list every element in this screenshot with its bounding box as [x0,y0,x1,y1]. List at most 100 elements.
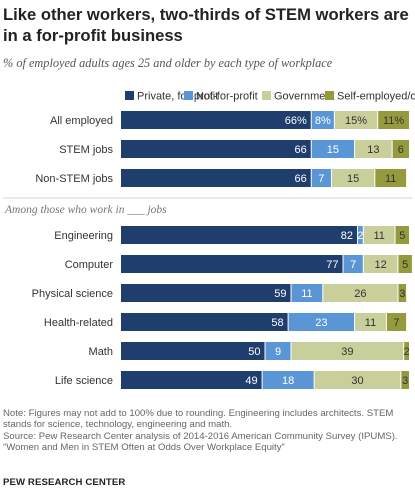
source-line-2: “Women and Men in STEM Often at Odds Ove… [3,442,285,454]
bar-engineering-self-employed-other [395,226,409,244]
value-label-engineering-not-for-profit: 2 [357,230,363,242]
legend-swatch-private-for-profit [125,91,134,100]
bar-life-science-private-for-profit [121,371,262,389]
bar-health-related-government [355,313,386,331]
source-line-1: Source: Pew Research Center analysis of … [3,430,398,442]
category-label-life-science: Life science [55,375,113,387]
bar-engineering-not-for-profit [357,226,363,244]
bar-physical-science-not-for-profit [291,284,323,302]
bar-computer-not-for-profit [343,255,363,273]
category-label-engineering: Engineering [54,230,113,242]
value-label-life-science-self-employed-other: 3 [402,375,408,387]
bar-life-science-government [314,371,401,389]
bar-all-employed-private-for-profit [121,111,311,129]
value-label-physical-science-not-for-profit: 11 [301,288,312,300]
bar-stem-jobs-not-for-profit [311,140,355,158]
category-label-physical-science: Physical science [32,288,113,300]
legend-label-private-for-profit: Private, for-profit [137,91,218,103]
value-label-non-stem-jobs-self-employed-other: 11 [385,173,396,185]
legend-label-not-for-profit: Not-for-profit [196,91,258,103]
value-label-computer-private-for-profit: 77 [326,259,338,271]
bar-life-science-self-employed-other [401,371,409,389]
bar-physical-science-self-employed-other [398,284,407,302]
value-label-non-stem-jobs-government: 15 [347,173,359,185]
value-label-engineering-self-employed-other: 5 [399,230,405,242]
bar-engineering-private-for-profit [121,226,357,244]
value-label-health-related-government: 11 [365,317,376,329]
value-label-math-self-employed-other: 2 [404,346,410,358]
note-line-2: stands for science, technology, engineer… [3,419,233,431]
legend-label-government: Government [274,91,335,103]
bar-math-private-for-profit [121,342,265,360]
value-label-computer-not-for-profit: 7 [350,259,356,271]
bar-computer-private-for-profit [121,255,343,273]
value-label-non-stem-jobs-private-for-profit: 66 [294,173,306,185]
bar-health-related-private-for-profit [121,313,288,331]
value-label-all-employed-private-for-profit: 66% [285,115,307,127]
bar-math-government [291,342,404,360]
note-line-1: Note: Figures may not add to 100% due to… [3,408,394,419]
legend-swatch-self-employed-other [325,91,334,100]
bar-all-employed-government [334,111,378,129]
value-label-physical-science-self-employed-other: 3 [399,288,405,300]
category-label-stem-jobs: STEM jobs [59,144,113,156]
legend-swatch-not-for-profit [184,91,193,100]
value-label-computer-self-employed-other: 5 [402,259,408,271]
value-label-stem-jobs-government: 13 [367,144,379,156]
bar-non-stem-jobs-government [331,169,375,187]
category-label-all-employed: All employed [50,115,113,127]
bar-engineering-government [363,226,395,244]
value-label-stem-jobs-private-for-profit: 66 [294,144,306,156]
bar-life-science-not-for-profit [262,371,314,389]
bar-non-stem-jobs-private-for-profit [121,169,311,187]
value-label-math-private-for-profit: 50 [248,346,260,358]
value-label-health-related-private-for-profit: 58 [271,317,283,329]
legend-label-self-employed-other: Self-employed/other [337,91,415,103]
value-label-all-employed-self-employed-other: 11% [383,115,404,127]
value-label-engineering-private-for-profit: 82 [341,230,353,242]
category-label-computer: Computer [65,259,114,271]
bar-all-employed-self-employed-other [378,111,409,129]
chart-bars: All employed 66% 8% 15% 11% STEM jobs 66 15 13 6 N… [32,111,412,389]
bar-all-employed-not-for-profit [311,111,334,129]
bar-stem-jobs-private-for-profit [121,140,311,158]
value-label-health-related-not-for-profit: 23 [315,317,327,329]
value-label-health-related-self-employed-other: 7 [393,317,399,329]
category-label-math: Math [89,346,113,358]
value-label-math-government: 39 [341,346,353,358]
value-label-stem-jobs-not-for-profit: 15 [327,144,339,156]
bar-stem-jobs-government [355,140,392,158]
value-label-all-employed-government: 15% [345,115,367,127]
value-label-stem-jobs-self-employed-other: 6 [398,144,404,156]
chart-subtitle: % of employed adults ages 25 and older b… [3,56,333,70]
value-label-all-employed-not-for-profit: 8% [315,115,331,127]
bar-health-related-self-employed-other [386,313,407,331]
bar-non-stem-jobs-self-employed-other [375,169,407,187]
category-label-non-stem-jobs: Non-STEM jobs [35,173,113,185]
chart-notes: Note: Figures may not add to 100% due to… [3,408,413,454]
bar-math-self-employed-other [404,342,409,360]
bar-stem-jobs-self-employed-other [392,140,409,158]
value-label-life-science-government: 30 [351,375,363,387]
value-label-math-not-for-profit: 9 [275,346,281,358]
value-label-life-science-private-for-profit: 49 [245,375,257,387]
bar-health-related-not-for-profit [288,313,355,331]
bar-physical-science-government [323,284,398,302]
bar-computer-self-employed-other [398,255,412,273]
source-organization: PEW RESEARCH CENTER [3,477,126,488]
value-label-engineering-government: 11 [373,230,384,242]
value-label-computer-government: 12 [374,259,386,271]
value-label-physical-science-government: 26 [354,288,366,300]
value-label-physical-science-private-for-profit: 59 [274,288,286,300]
value-label-non-stem-jobs-not-for-profit: 7 [318,173,324,185]
value-label-life-science-not-for-profit: 18 [282,375,294,387]
bar-computer-government [363,255,398,273]
bar-math-not-for-profit [265,342,291,360]
legend-swatch-government [262,91,271,100]
bar-non-stem-jobs-not-for-profit [311,169,331,187]
bar-physical-science-private-for-profit [121,284,291,302]
chart-title: Like other workers, two-thirds of STEM w… [3,5,409,45]
group-label: Among those who work in ___ jobs [4,204,167,216]
